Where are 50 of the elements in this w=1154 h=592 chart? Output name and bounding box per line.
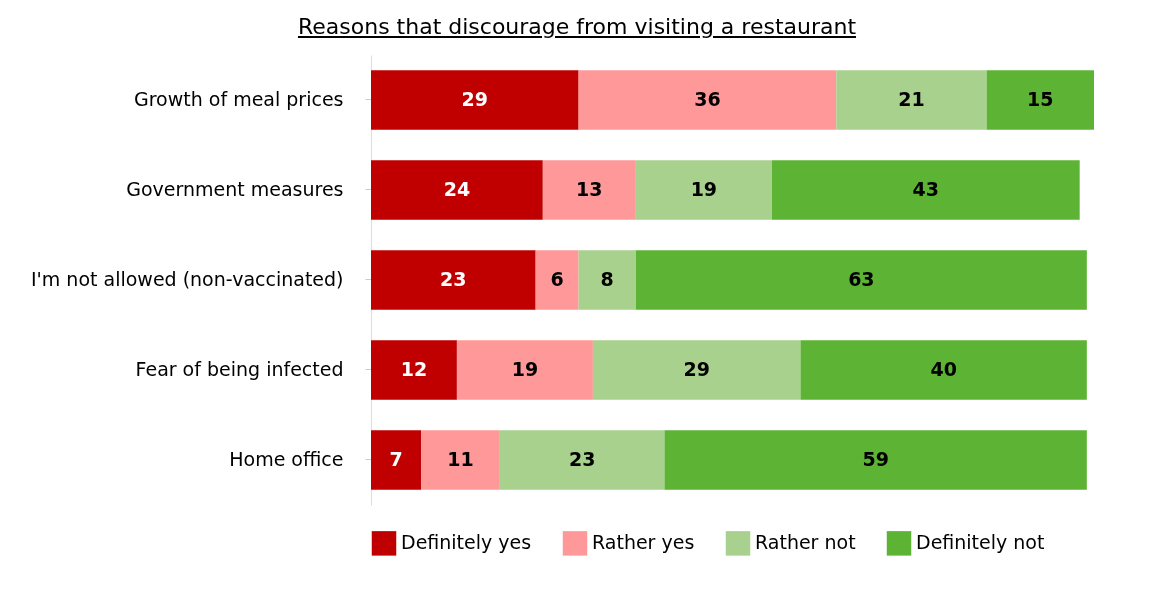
y-tick-label: Home office — [229, 448, 344, 470]
data-label: 59 — [862, 448, 889, 470]
data-label: 7 — [389, 448, 403, 470]
data-label: 24 — [443, 178, 471, 200]
data-label: 13 — [576, 178, 603, 200]
bar — [371, 430, 422, 490]
legend-label: Rather not — [755, 531, 856, 554]
bar — [371, 70, 579, 130]
bar — [578, 250, 636, 310]
bar — [371, 340, 457, 400]
data-label: 15 — [1027, 88, 1054, 110]
bar — [421, 430, 500, 490]
y-tick-label: I'm not allowed (non-vaccinated) — [30, 268, 344, 290]
legend-label: Definitely yes — [401, 531, 532, 554]
bar — [986, 70, 1094, 130]
y-tick-label: Fear of being infected — [135, 358, 344, 380]
data-label: 19 — [690, 178, 718, 200]
bar — [635, 160, 772, 220]
bar — [578, 70, 837, 130]
data-label: 63 — [848, 268, 875, 290]
bar — [664, 430, 1087, 490]
data-label: 36 — [694, 88, 721, 110]
bar — [371, 160, 543, 220]
data-label: 21 — [898, 88, 925, 110]
bar — [635, 250, 1087, 310]
bar — [592, 340, 801, 400]
data-label: 23 — [440, 268, 467, 290]
bar — [499, 430, 665, 490]
bar — [535, 250, 579, 310]
data-label: 11 — [447, 448, 474, 470]
bar — [456, 340, 593, 400]
data-label: 40 — [930, 358, 957, 380]
legend-label: Rather yes — [592, 531, 695, 554]
data-label: 12 — [400, 358, 428, 380]
data-label: 6 — [550, 268, 564, 290]
bar — [800, 340, 1087, 400]
bar — [542, 160, 636, 220]
chart-title: Reasons that discourage from visiting a restaurant — [296, 14, 858, 39]
data-label: 19 — [511, 358, 539, 380]
bar — [371, 250, 536, 310]
y-tick-label: Growth of meal prices — [133, 88, 344, 110]
data-label: 29 — [461, 88, 489, 110]
bar — [836, 70, 987, 130]
data-label: 8 — [600, 268, 614, 290]
bar — [771, 160, 1080, 220]
data-label: 43 — [912, 178, 939, 200]
y-tick-label: Government measures — [126, 178, 344, 200]
legend-label: Definitely not — [916, 531, 1045, 554]
data-label: 29 — [683, 358, 710, 380]
data-label: 23 — [568, 448, 596, 470]
